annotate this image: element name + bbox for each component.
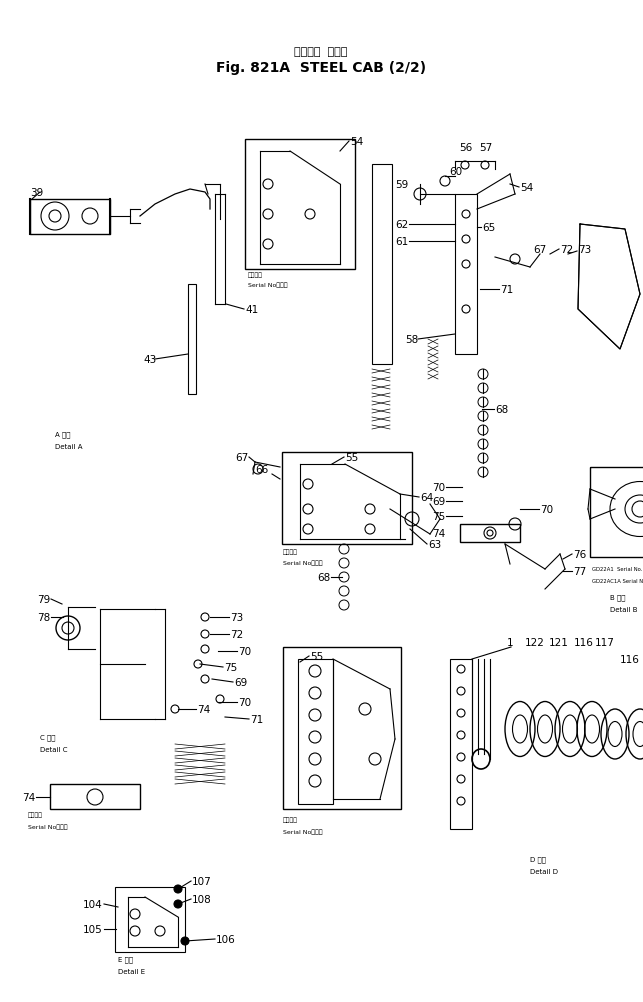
Text: 74: 74 <box>197 704 210 714</box>
Bar <box>460 524 520 542</box>
Polygon shape <box>578 224 640 350</box>
Text: 72: 72 <box>230 629 243 639</box>
Text: 75: 75 <box>431 511 445 521</box>
Text: C 詳細: C 詳細 <box>40 733 55 740</box>
Bar <box>455 194 477 355</box>
Text: 55: 55 <box>310 651 323 661</box>
Bar <box>30 199 110 234</box>
Text: Serial No．・〜: Serial No．・〜 <box>283 560 323 565</box>
Bar <box>298 659 333 805</box>
Text: 121: 121 <box>549 637 569 647</box>
Text: 105: 105 <box>83 924 103 934</box>
Text: 116: 116 <box>620 654 640 664</box>
Text: 43: 43 <box>143 355 156 365</box>
Circle shape <box>181 937 189 945</box>
Text: Serial No．・〜: Serial No．・〜 <box>283 829 323 834</box>
Text: 55: 55 <box>345 453 358 463</box>
Text: 75: 75 <box>224 662 237 672</box>
Text: 適用号機: 適用号機 <box>283 817 298 822</box>
Text: GD22A1  Serial No.        〜1500: GD22A1 Serial No. 〜1500 <box>592 567 643 572</box>
Bar <box>50 785 140 810</box>
Text: Fig. 821A  STEEL CAB (2/2): Fig. 821A STEEL CAB (2/2) <box>216 61 426 75</box>
Text: 77: 77 <box>573 566 586 576</box>
Text: スチール  キャブ: スチール キャブ <box>294 47 348 57</box>
Text: 67: 67 <box>533 244 547 255</box>
Text: 70: 70 <box>432 483 445 493</box>
Text: E 詳細: E 詳細 <box>118 956 133 962</box>
Text: 79: 79 <box>37 594 50 604</box>
Bar <box>372 165 392 365</box>
Text: 63: 63 <box>428 539 441 549</box>
Text: 適用号機: 適用号機 <box>28 812 43 817</box>
Text: 1: 1 <box>507 637 514 647</box>
Text: 108: 108 <box>192 894 212 904</box>
Text: 56: 56 <box>459 143 472 153</box>
Text: 122: 122 <box>525 637 545 647</box>
Text: 66: 66 <box>255 465 268 475</box>
Text: 適用号機: 適用号機 <box>248 272 263 278</box>
Text: 適用号機: 適用号機 <box>283 549 298 554</box>
Circle shape <box>174 885 182 893</box>
Text: 62: 62 <box>395 219 408 229</box>
Text: GD22AC1A Serial No.1501〜: GD22AC1A Serial No.1501〜 <box>592 579 643 584</box>
Bar <box>450 659 472 830</box>
Text: 60: 60 <box>449 167 462 176</box>
Text: 39: 39 <box>30 187 43 197</box>
Text: 67: 67 <box>235 453 248 463</box>
Text: 54: 54 <box>520 182 533 192</box>
Text: Detail C: Detail C <box>40 746 68 753</box>
Text: 117: 117 <box>595 637 615 647</box>
Text: 65: 65 <box>482 222 495 232</box>
Text: 76: 76 <box>573 549 586 559</box>
Text: Detail D: Detail D <box>530 868 558 874</box>
Bar <box>115 887 185 952</box>
Text: 61: 61 <box>395 236 408 246</box>
Bar <box>282 453 412 544</box>
Text: 54: 54 <box>350 137 363 147</box>
Text: 106: 106 <box>216 934 236 944</box>
Text: 59: 59 <box>395 179 408 189</box>
Text: 68: 68 <box>495 405 508 415</box>
Text: 71: 71 <box>250 714 263 724</box>
Text: 70: 70 <box>540 504 553 514</box>
Text: 72: 72 <box>560 244 574 255</box>
Bar <box>283 647 401 810</box>
Text: 69: 69 <box>234 677 248 687</box>
Text: 78: 78 <box>37 612 50 622</box>
Text: 41: 41 <box>245 305 258 315</box>
Text: 73: 73 <box>578 244 592 255</box>
Text: 68: 68 <box>317 572 330 582</box>
Text: 58: 58 <box>405 335 418 345</box>
Text: 74: 74 <box>431 528 445 538</box>
Text: D 詳細: D 詳細 <box>530 856 546 863</box>
Bar <box>590 468 643 557</box>
Bar <box>188 285 196 395</box>
Text: Detail E: Detail E <box>118 968 145 974</box>
Circle shape <box>174 900 182 908</box>
Text: Serial No．・〜: Serial No．・〜 <box>248 282 287 288</box>
Text: 71: 71 <box>500 285 513 295</box>
Bar <box>245 140 355 270</box>
Text: 57: 57 <box>479 143 493 153</box>
Text: 70: 70 <box>238 697 251 707</box>
Text: Detail A: Detail A <box>55 444 82 450</box>
Text: 73: 73 <box>230 612 243 622</box>
Text: Detail B: Detail B <box>610 606 637 612</box>
Text: 74: 74 <box>22 793 35 803</box>
Text: 64: 64 <box>420 493 433 502</box>
Text: B 詳細: B 詳細 <box>610 594 626 601</box>
Text: 104: 104 <box>83 899 103 909</box>
Text: 70: 70 <box>238 646 251 656</box>
Text: 69: 69 <box>431 497 445 506</box>
Text: Serial No．・〜: Serial No．・〜 <box>28 824 68 829</box>
Text: 107: 107 <box>192 876 212 886</box>
Text: 116: 116 <box>574 637 594 647</box>
Text: A 詳細: A 詳細 <box>55 431 71 438</box>
